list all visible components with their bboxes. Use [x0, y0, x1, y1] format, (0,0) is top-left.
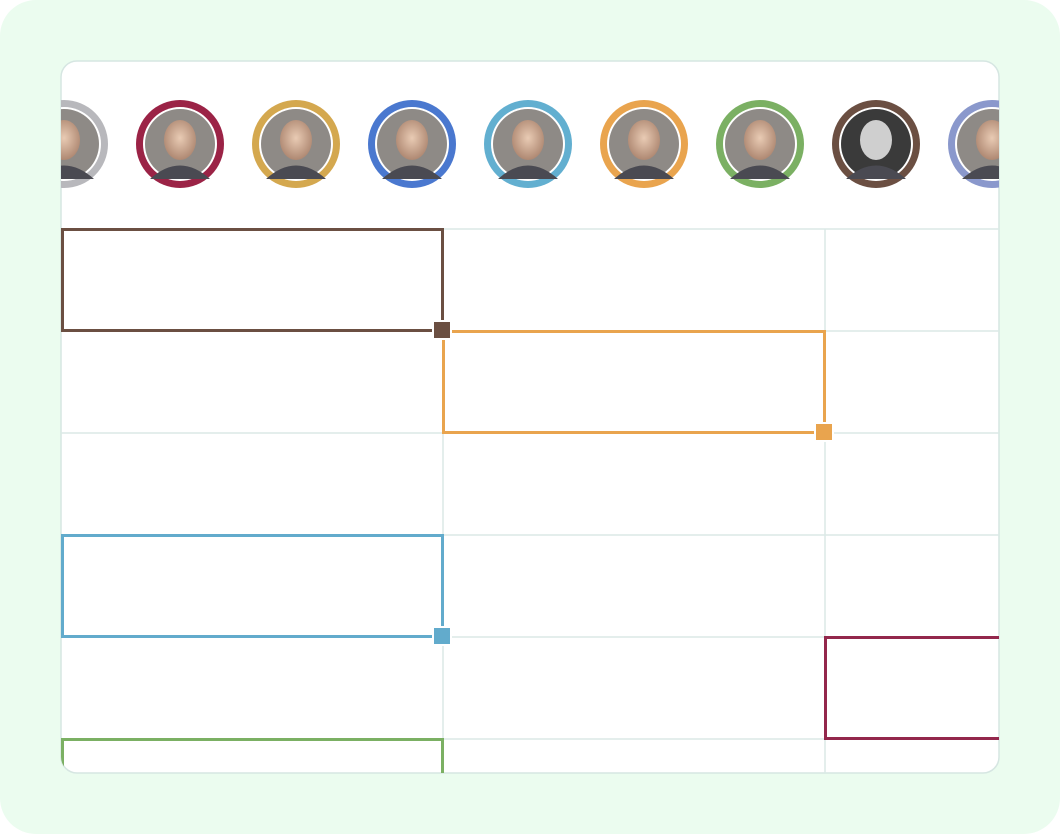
avatar[interactable]: [252, 100, 340, 188]
card: [60, 60, 1000, 774]
avatar-face: [396, 120, 428, 160]
avatar-shoulders: [150, 165, 210, 179]
avatar-face: [628, 120, 660, 160]
avatar[interactable]: [600, 100, 688, 188]
event-box[interactable]: [61, 738, 444, 834]
avatar-shoulders: [962, 165, 999, 179]
avatar-face: [976, 120, 999, 160]
avatar-face: [512, 120, 544, 160]
avatar[interactable]: [948, 100, 1036, 188]
avatar[interactable]: [20, 100, 108, 188]
card-content: [20, 100, 1036, 834]
avatar-shoulders: [382, 165, 442, 179]
event-box[interactable]: [824, 636, 1006, 740]
avatar[interactable]: [484, 100, 572, 188]
resize-handle[interactable]: [432, 320, 452, 340]
avatar-shoulders: [730, 165, 790, 179]
avatar[interactable]: [832, 100, 920, 188]
avatar-shoulders: [846, 165, 906, 179]
avatar[interactable]: [136, 100, 224, 188]
avatar-shoulders: [614, 165, 674, 179]
resize-handle[interactable]: [432, 626, 452, 646]
resize-handle[interactable]: [814, 422, 834, 442]
avatar-row: [20, 100, 1036, 188]
avatar[interactable]: [716, 100, 804, 188]
avatar-face: [744, 120, 776, 160]
avatar-face: [860, 120, 892, 160]
event-box[interactable]: [442, 330, 826, 434]
avatar-face: [280, 120, 312, 160]
avatar-shoulders: [61, 165, 94, 179]
avatar-face: [164, 120, 196, 160]
avatar-shoulders: [498, 165, 558, 179]
avatar[interactable]: [368, 100, 456, 188]
avatar-shoulders: [266, 165, 326, 179]
event-box[interactable]: [61, 534, 444, 638]
event-box[interactable]: [61, 228, 444, 332]
avatar-face: [61, 120, 80, 160]
